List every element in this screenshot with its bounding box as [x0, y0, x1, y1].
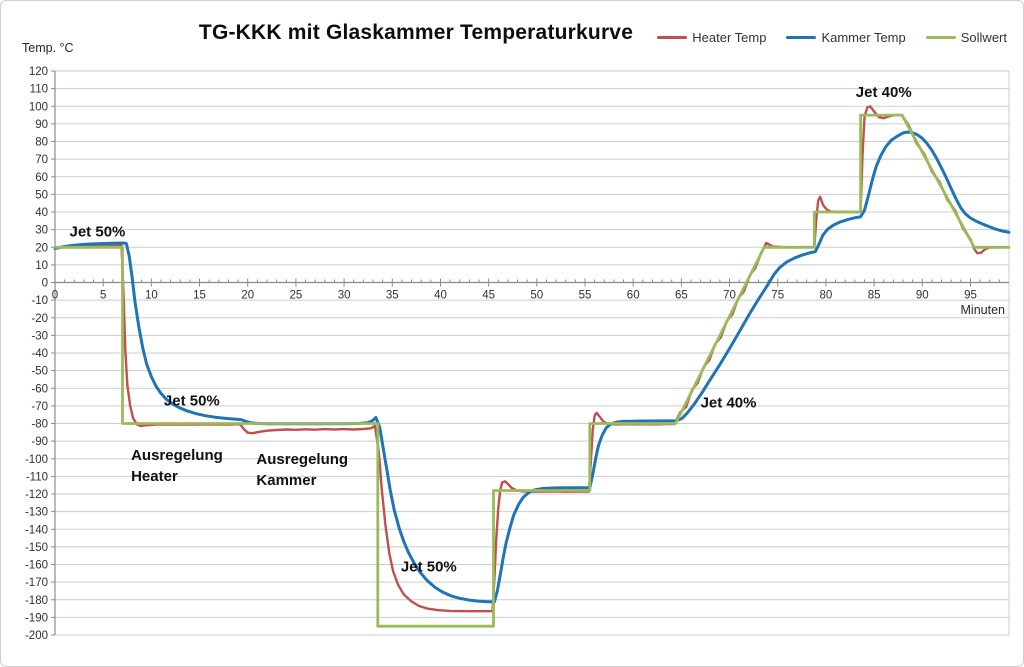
y-tick-label: 120 [29, 66, 48, 78]
y-tick-label: -70 [31, 401, 48, 413]
annotation-jet-40-: Jet 40% [701, 394, 757, 411]
x-tick-label: 25 [290, 290, 303, 302]
sollwert-line-swatch [925, 35, 956, 40]
y-tick-label: 30 [35, 225, 48, 237]
y-tick-label: -20 [31, 313, 48, 325]
x-tick-label: 55 [579, 290, 592, 302]
y-tick-label: -100 [25, 454, 48, 466]
y-tick-label: -200 [25, 630, 48, 642]
legend-item-kammer-temp[interactable]: Kammer Temp [786, 30, 906, 45]
y-tick-label: 20 [35, 242, 48, 254]
series-line-heater-temp [53, 105, 1011, 613]
series-line-kammer-temp [53, 130, 1011, 604]
x-tick-label: 65 [675, 290, 688, 302]
x-tick-label: 15 [193, 290, 206, 302]
x-tick-label: 90 [916, 290, 929, 302]
annotation-jet-40-: Jet 40% [856, 84, 912, 101]
annotation-ausregelung-kammer: Ausregelung Kammer [256, 451, 348, 489]
y-tick-label: -110 [26, 471, 48, 483]
y-axis-unit-label: Temp. °C [22, 41, 74, 55]
x-tick-label: 5 [100, 290, 106, 302]
y-tick-label: -170 [25, 577, 48, 589]
y-tick-label: -150 [25, 542, 48, 554]
x-tick-label: 0 [52, 290, 58, 302]
y-tick-label: -160 [25, 560, 48, 572]
x-axis-unit-label: Minuten [960, 303, 1005, 317]
y-tick-label: -10 [31, 295, 48, 307]
y-tick-label: 80 [35, 137, 48, 149]
annotation-jet-50-: Jet 50% [401, 558, 457, 575]
x-tick-label: 95 [964, 290, 977, 302]
y-tick-label: -80 [31, 419, 48, 431]
y-tick-label: 10 [35, 260, 48, 272]
legend-label-kammer-temp: Kammer Temp [821, 30, 906, 45]
x-tick-label: 45 [482, 290, 495, 302]
y-tick-label: -50 [31, 366, 48, 378]
legend-item-heater-temp[interactable]: Heater Temp [657, 30, 766, 45]
y-tick-label: 110 [30, 84, 48, 96]
y-tick-label: -30 [31, 330, 48, 342]
x-tick-label: 40 [434, 290, 447, 302]
y-tick-label: -90 [31, 436, 48, 448]
heater-temp-line-swatch [657, 35, 688, 40]
x-tick-label: 35 [386, 290, 399, 302]
x-tick-label: 10 [145, 290, 158, 302]
x-tick-label: 75 [771, 290, 784, 302]
x-tick-label: 70 [723, 290, 736, 302]
y-tick-label: 100 [29, 101, 48, 113]
x-tick-label: 60 [627, 290, 640, 302]
annotation-ausregelung-heater: Ausregelung Heater [131, 447, 223, 485]
y-tick-label: -120 [25, 489, 48, 501]
annotation-jet-50-: Jet 50% [70, 223, 126, 240]
annotation-jet-50-: Jet 50% [164, 393, 220, 410]
legend: Heater Temp Kammer Temp Sollwert [657, 30, 1007, 45]
x-tick-label: 30 [338, 290, 351, 302]
legend-label-heater-temp: Heater Temp [692, 30, 767, 45]
y-tick-label: -190 [25, 612, 48, 624]
y-tick-label: -60 [31, 383, 48, 395]
y-tick-label: -180 [25, 595, 48, 607]
series-line-sollwert [53, 113, 1011, 628]
legend-label-sollwert: Sollwert [960, 30, 1007, 45]
y-tick-label: -140 [25, 524, 48, 536]
x-tick-label: 20 [241, 290, 254, 302]
chart-title: TG-KKK mit Glaskammer Temperaturkurve [198, 21, 634, 44]
kammer-temp-line-swatch [786, 35, 817, 40]
y-tick-label: 50 [35, 189, 48, 201]
y-tick-label: -40 [31, 348, 48, 360]
y-tick-label: 90 [35, 119, 48, 131]
legend-item-sollwert[interactable]: Sollwert [925, 30, 1007, 45]
y-tick-label: 0 [42, 278, 48, 290]
y-tick-label: 60 [35, 172, 48, 184]
x-tick-label: 85 [868, 290, 881, 302]
y-tick-label: 40 [35, 207, 48, 219]
x-tick-label: 50 [530, 290, 543, 302]
y-tick-label: -130 [25, 507, 48, 519]
y-tick-label: 70 [35, 154, 48, 166]
x-tick-label: 80 [820, 290, 833, 302]
